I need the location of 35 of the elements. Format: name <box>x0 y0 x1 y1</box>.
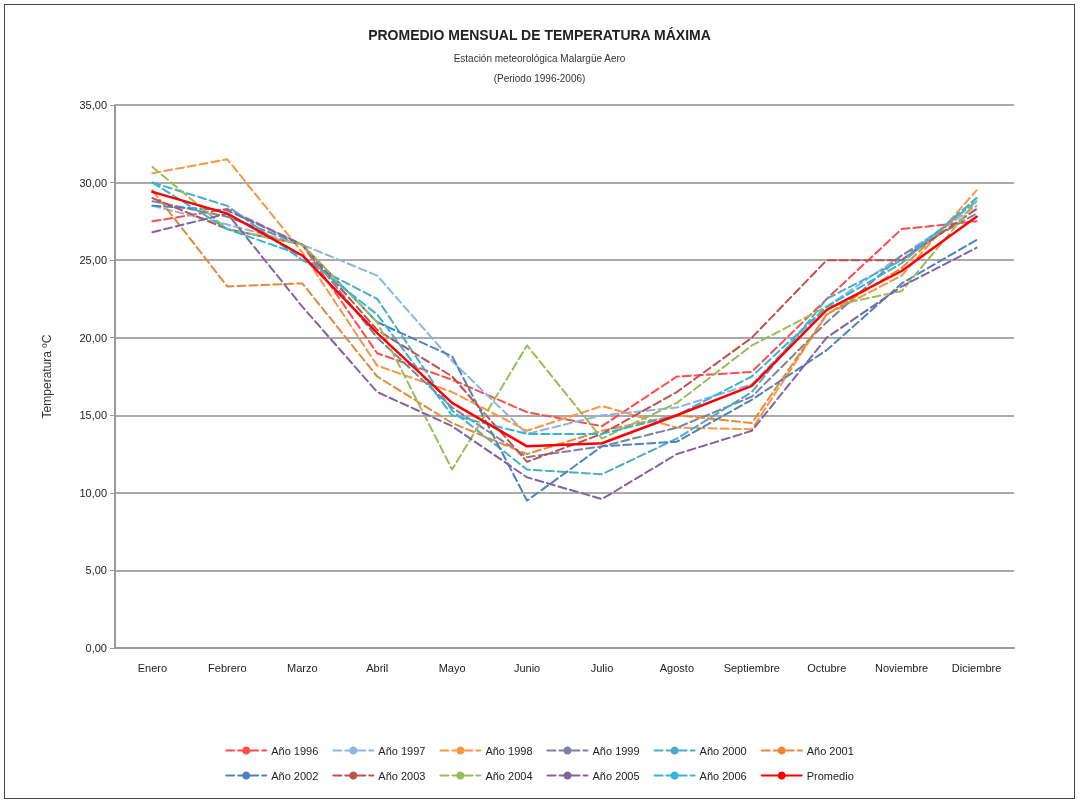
x-tick-label: Enero <box>137 661 168 674</box>
legend-label: Año 2001 <box>806 744 854 757</box>
x-tick-label: Septiembre <box>723 661 780 674</box>
x-tick-label: Diciembre <box>951 661 1002 674</box>
x-tick-label: Julio <box>590 661 614 674</box>
x-tick-label: Mayo <box>438 661 466 674</box>
y-tick-label: 15,00 <box>79 409 107 422</box>
legend-label: Año 1999 <box>592 744 640 757</box>
legend-label: Año 1996 <box>271 744 319 757</box>
x-tick-label: Abril <box>366 661 389 674</box>
y-tick-label: 10,00 <box>79 486 107 499</box>
x-tick-label: Febrero <box>208 661 247 674</box>
y-tick-label: 0,00 <box>85 642 107 654</box>
legend-label: Año 1997 <box>378 744 426 757</box>
x-tick-label: Octubre <box>807 661 847 674</box>
x-tick-label: Junio <box>513 661 541 674</box>
legend-label: Año 2004 <box>485 769 533 782</box>
chart-title: PROMEDIO MENSUAL DE TEMPERATURA MÁXIMA <box>368 27 711 43</box>
x-tick-label: Marzo <box>287 661 318 674</box>
y-tick-label: 30,00 <box>79 176 107 189</box>
x-tick-label: Agosto <box>659 661 694 674</box>
legend-label: Año 2006 <box>699 769 747 782</box>
legend-label: Año 2005 <box>592 769 640 782</box>
legend-label: Año 2003 <box>378 769 426 782</box>
legend-label: Promedio <box>806 769 854 782</box>
legend-label: Año 2000 <box>699 744 747 757</box>
x-tick-label: Noviembre <box>875 661 929 674</box>
legend-label: Año 2002 <box>271 769 319 782</box>
y-axis-title: Temperatura ºC <box>40 334 54 419</box>
y-tick-label: 35,00 <box>79 99 107 111</box>
y-tick-label: 25,00 <box>79 254 107 267</box>
legend-label: Año 1998 <box>485 744 533 757</box>
y-tick-label: 5,00 <box>85 564 107 577</box>
chart-subtitle: Estación meteorológica Malargüe Aero (Periodo 1996-2006) <box>453 52 626 84</box>
y-tick-label: 20,00 <box>79 331 107 344</box>
